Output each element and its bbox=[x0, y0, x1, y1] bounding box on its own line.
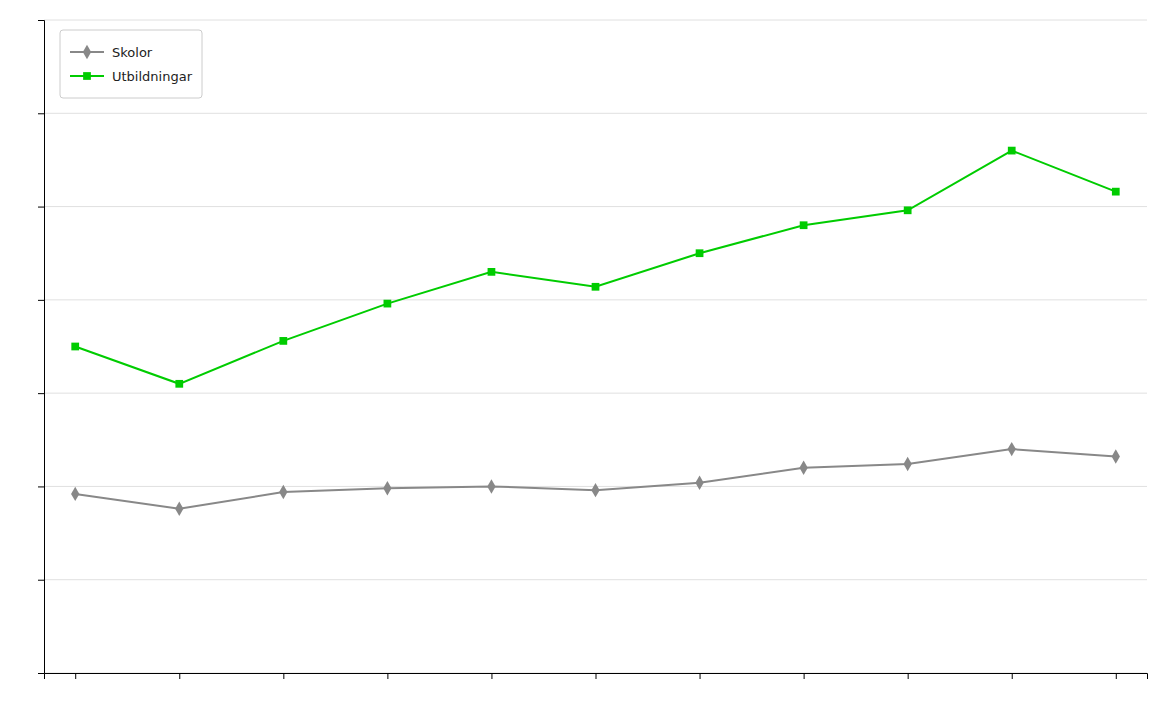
tick-mark bbox=[38, 580, 44, 581]
legend-label: Skolor bbox=[112, 45, 153, 60]
tick bbox=[75, 673, 76, 679]
tick bbox=[38, 673, 44, 674]
grid-line bbox=[44, 579, 1147, 580]
marker bbox=[384, 300, 392, 308]
tick-mark bbox=[75, 673, 76, 679]
series bbox=[71, 147, 1119, 388]
x-axis bbox=[45, 673, 1148, 679]
tick bbox=[38, 207, 44, 208]
tick-mark bbox=[38, 207, 44, 208]
marker bbox=[1008, 147, 1016, 155]
marker bbox=[175, 502, 183, 516]
tick-mark bbox=[908, 673, 909, 679]
tick-mark bbox=[38, 393, 44, 394]
marker bbox=[383, 481, 391, 495]
marker bbox=[904, 206, 912, 214]
marker bbox=[71, 343, 79, 351]
tick bbox=[38, 393, 44, 394]
tick-mark bbox=[38, 673, 44, 674]
marker bbox=[592, 283, 600, 291]
tick-mark bbox=[38, 113, 44, 114]
grid bbox=[44, 20, 1147, 673]
tick-mark bbox=[38, 300, 44, 301]
marker bbox=[1112, 449, 1120, 463]
series bbox=[71, 442, 1120, 516]
tick-mark bbox=[1116, 673, 1117, 679]
marker bbox=[800, 221, 808, 229]
axis-line bbox=[45, 674, 1148, 680]
tick bbox=[1012, 673, 1013, 679]
marker bbox=[279, 337, 287, 345]
marker bbox=[1008, 442, 1016, 456]
legend-item: Utbildningar bbox=[70, 69, 193, 84]
tick-mark bbox=[491, 673, 492, 679]
chart: Skolor Utbildningar bbox=[0, 0, 1171, 703]
marker bbox=[695, 475, 703, 489]
tick-mark bbox=[283, 673, 284, 679]
tick bbox=[179, 673, 180, 679]
tick-mark bbox=[700, 673, 701, 679]
tick-mark bbox=[38, 486, 44, 487]
marker bbox=[175, 380, 183, 388]
legend-box bbox=[60, 30, 202, 98]
tick-mark bbox=[387, 673, 388, 679]
grid-line bbox=[44, 299, 1147, 300]
tick bbox=[38, 20, 44, 21]
tick bbox=[1116, 673, 1117, 679]
tick bbox=[700, 673, 701, 679]
tick-mark bbox=[179, 673, 180, 679]
marker bbox=[487, 479, 495, 493]
tick bbox=[387, 673, 388, 679]
tick bbox=[596, 673, 597, 679]
tick bbox=[908, 673, 909, 679]
line bbox=[75, 449, 1116, 509]
tick-mark bbox=[38, 20, 44, 21]
grid-line bbox=[44, 20, 1147, 21]
legend: Skolor Utbildningar bbox=[60, 30, 202, 98]
marker bbox=[799, 461, 807, 475]
tick bbox=[38, 300, 44, 301]
line bbox=[75, 151, 1116, 384]
tick bbox=[491, 673, 492, 679]
tick bbox=[38, 113, 44, 114]
marker bbox=[904, 457, 912, 471]
marker bbox=[591, 483, 599, 497]
tick bbox=[38, 486, 44, 487]
axis-line bbox=[38, 21, 45, 674]
marker bbox=[279, 485, 287, 499]
marker bbox=[71, 487, 79, 501]
y-axis bbox=[38, 21, 45, 674]
tick-mark bbox=[596, 673, 597, 679]
tick-mark bbox=[804, 673, 805, 679]
legend-item: Skolor bbox=[70, 45, 153, 60]
grid-line bbox=[44, 393, 1147, 394]
plot: Skolor Utbildningar bbox=[38, 20, 1148, 679]
grid-line bbox=[44, 113, 1147, 114]
grid-line bbox=[44, 206, 1147, 207]
legend-symbol bbox=[83, 45, 91, 59]
tick-mark bbox=[1012, 673, 1013, 679]
tick bbox=[38, 580, 44, 581]
legend-label: Utbildningar bbox=[112, 69, 193, 84]
legend-symbol bbox=[83, 72, 91, 80]
tick bbox=[804, 673, 805, 679]
marks bbox=[71, 147, 1120, 516]
tick bbox=[283, 673, 284, 679]
marker bbox=[488, 268, 496, 276]
marker bbox=[696, 249, 704, 257]
marker bbox=[1112, 188, 1120, 196]
